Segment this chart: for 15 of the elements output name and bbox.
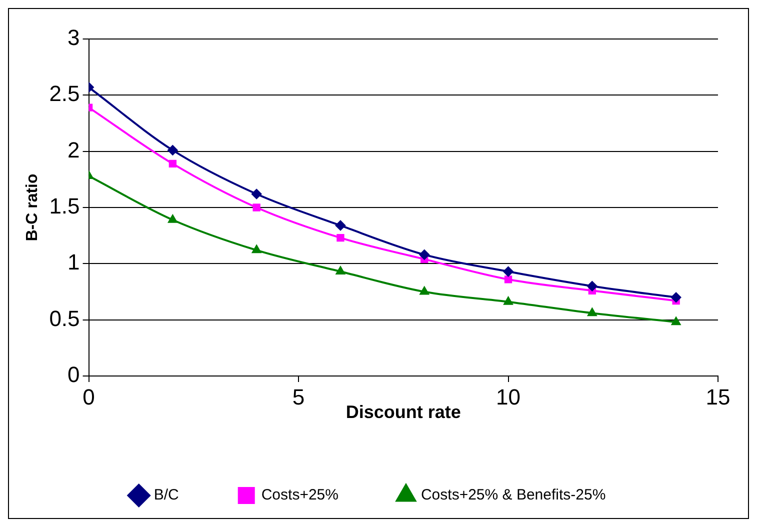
legend-label: Costs+25% & Benefits-25%: [420, 486, 606, 504]
x-tick-label: 15: [706, 384, 730, 410]
legend-label: B/C: [154, 486, 180, 504]
y-tick-label: 2.5: [49, 81, 80, 106]
y-tick-label: 2: [68, 137, 80, 162]
y-tick-label: 0.5: [49, 306, 80, 331]
y-tick-label: 3: [68, 25, 80, 50]
y-axis-title: B-C ratio: [24, 174, 42, 242]
legend-label: Costs+25%: [261, 486, 338, 504]
x-tick-label: 5: [292, 384, 305, 410]
x-axis-title: Discount rate: [346, 402, 461, 422]
y-tick-label: 0: [68, 362, 80, 388]
y-tick-label: 1.5: [49, 194, 80, 219]
y-tick-label: 1: [68, 250, 80, 275]
x-tick-label: 10: [496, 384, 521, 410]
